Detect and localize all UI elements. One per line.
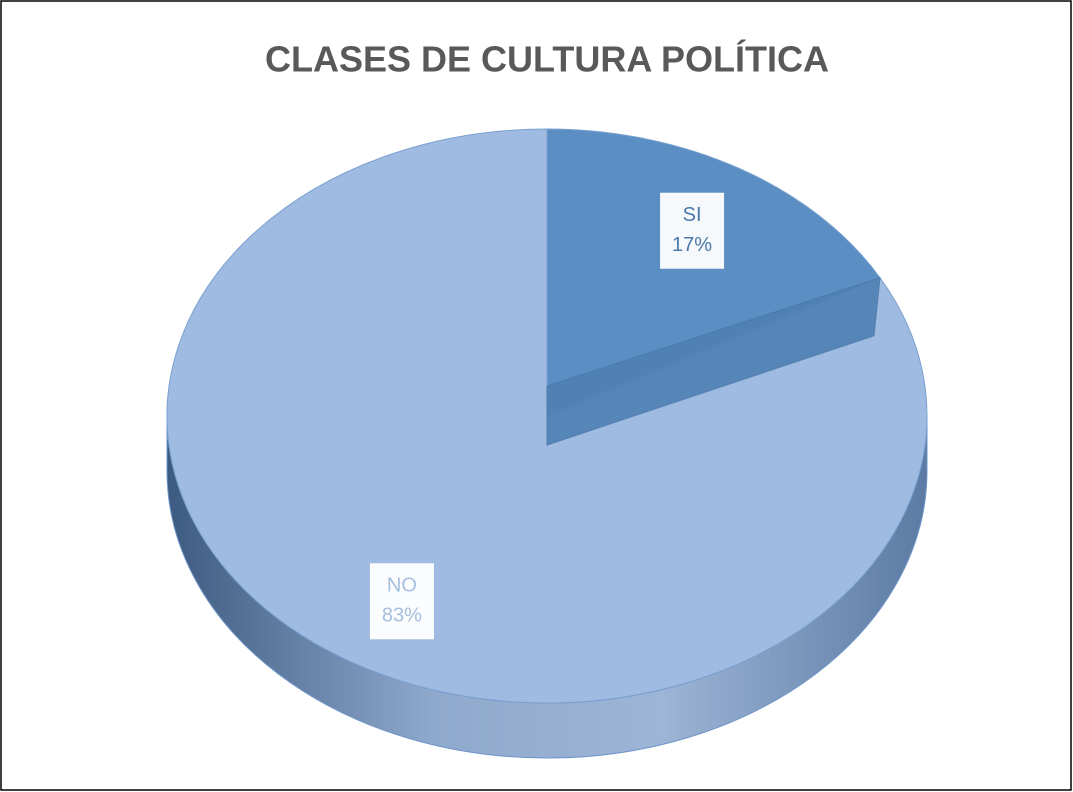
label-category: SI	[683, 204, 702, 226]
data-label: NO 83%	[369, 563, 434, 640]
label-value: 17%	[672, 234, 712, 256]
label-category: NO	[387, 575, 417, 597]
label-box	[369, 563, 434, 640]
chart-title: CLASES DE CULTURA POLÍTICA	[265, 39, 829, 80]
label-box	[660, 192, 725, 269]
pie-slice	[546, 128, 881, 417]
pie-slice	[166, 128, 928, 704]
label-value: 83%	[382, 605, 422, 627]
data-label: SI 17%	[660, 192, 725, 269]
slice-wall	[546, 277, 881, 446]
